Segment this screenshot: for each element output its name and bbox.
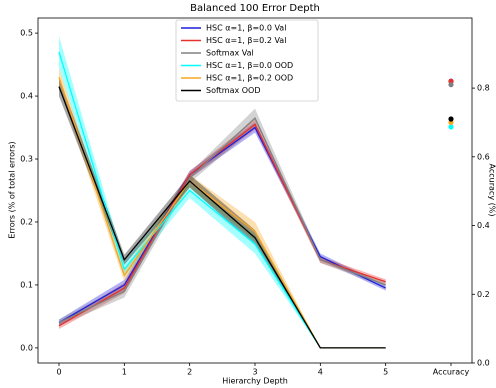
legend-label: Softmax Val: [206, 49, 254, 58]
series-line: [58, 117, 386, 324]
x-tick-label: 2: [187, 368, 192, 377]
legend-box: [175, 19, 319, 102]
y-tick-label: 0.1: [20, 280, 33, 289]
error-band: [189, 182, 255, 254]
series-line: [58, 86, 386, 349]
error-band: [189, 108, 255, 183]
y-tick-label: 0.3: [20, 155, 33, 164]
accuracy-point: [448, 82, 454, 88]
x-tick-label: 0: [56, 368, 61, 377]
legend-label: HSC α=1, β=0.0 Val: [206, 24, 286, 33]
error-band: [255, 221, 321, 348]
x-tick-label: 4: [318, 368, 323, 377]
y-tick-label: 0.0: [20, 343, 33, 352]
accuracy-point: [448, 124, 454, 130]
y2-axis-label: Accuracy (%): [488, 164, 496, 217]
y-axis-label: Errors (% of total errors): [8, 141, 17, 238]
x-tick-label: 5: [383, 368, 388, 377]
y2-tick-label: 0.0: [477, 359, 490, 368]
y-tick-label: 0.2: [20, 217, 33, 226]
y-tick-label: 0.5: [20, 29, 33, 38]
y2-tick-label: 0.2: [477, 290, 490, 299]
legend-label: HSC α=1, β=0.2 OOD: [206, 74, 293, 83]
y2-tick-label: 0.6: [477, 152, 490, 161]
error-band: [59, 284, 125, 326]
y-tick-label: 0.4: [20, 92, 33, 101]
series-line: [58, 126, 386, 324]
y2-tick-label: 0.4: [477, 221, 490, 230]
legend-label: HSC α=1, β=0.0 OOD: [206, 61, 293, 70]
legend-label: HSC α=1, β=0.2 Val: [206, 36, 286, 45]
chart-title: Balanced 100 Error Depth: [190, 3, 320, 14]
x-tick-label: 1: [122, 368, 127, 377]
legend-label: Softmax OOD: [206, 86, 261, 95]
x-tick-label: Accuracy: [433, 368, 470, 377]
x-axis-label: Hierarchy Depth: [222, 377, 288, 386]
accuracy-point: [448, 116, 454, 122]
x-tick-label: 3: [252, 368, 257, 377]
y2-tick-label: 0.8: [477, 84, 490, 93]
